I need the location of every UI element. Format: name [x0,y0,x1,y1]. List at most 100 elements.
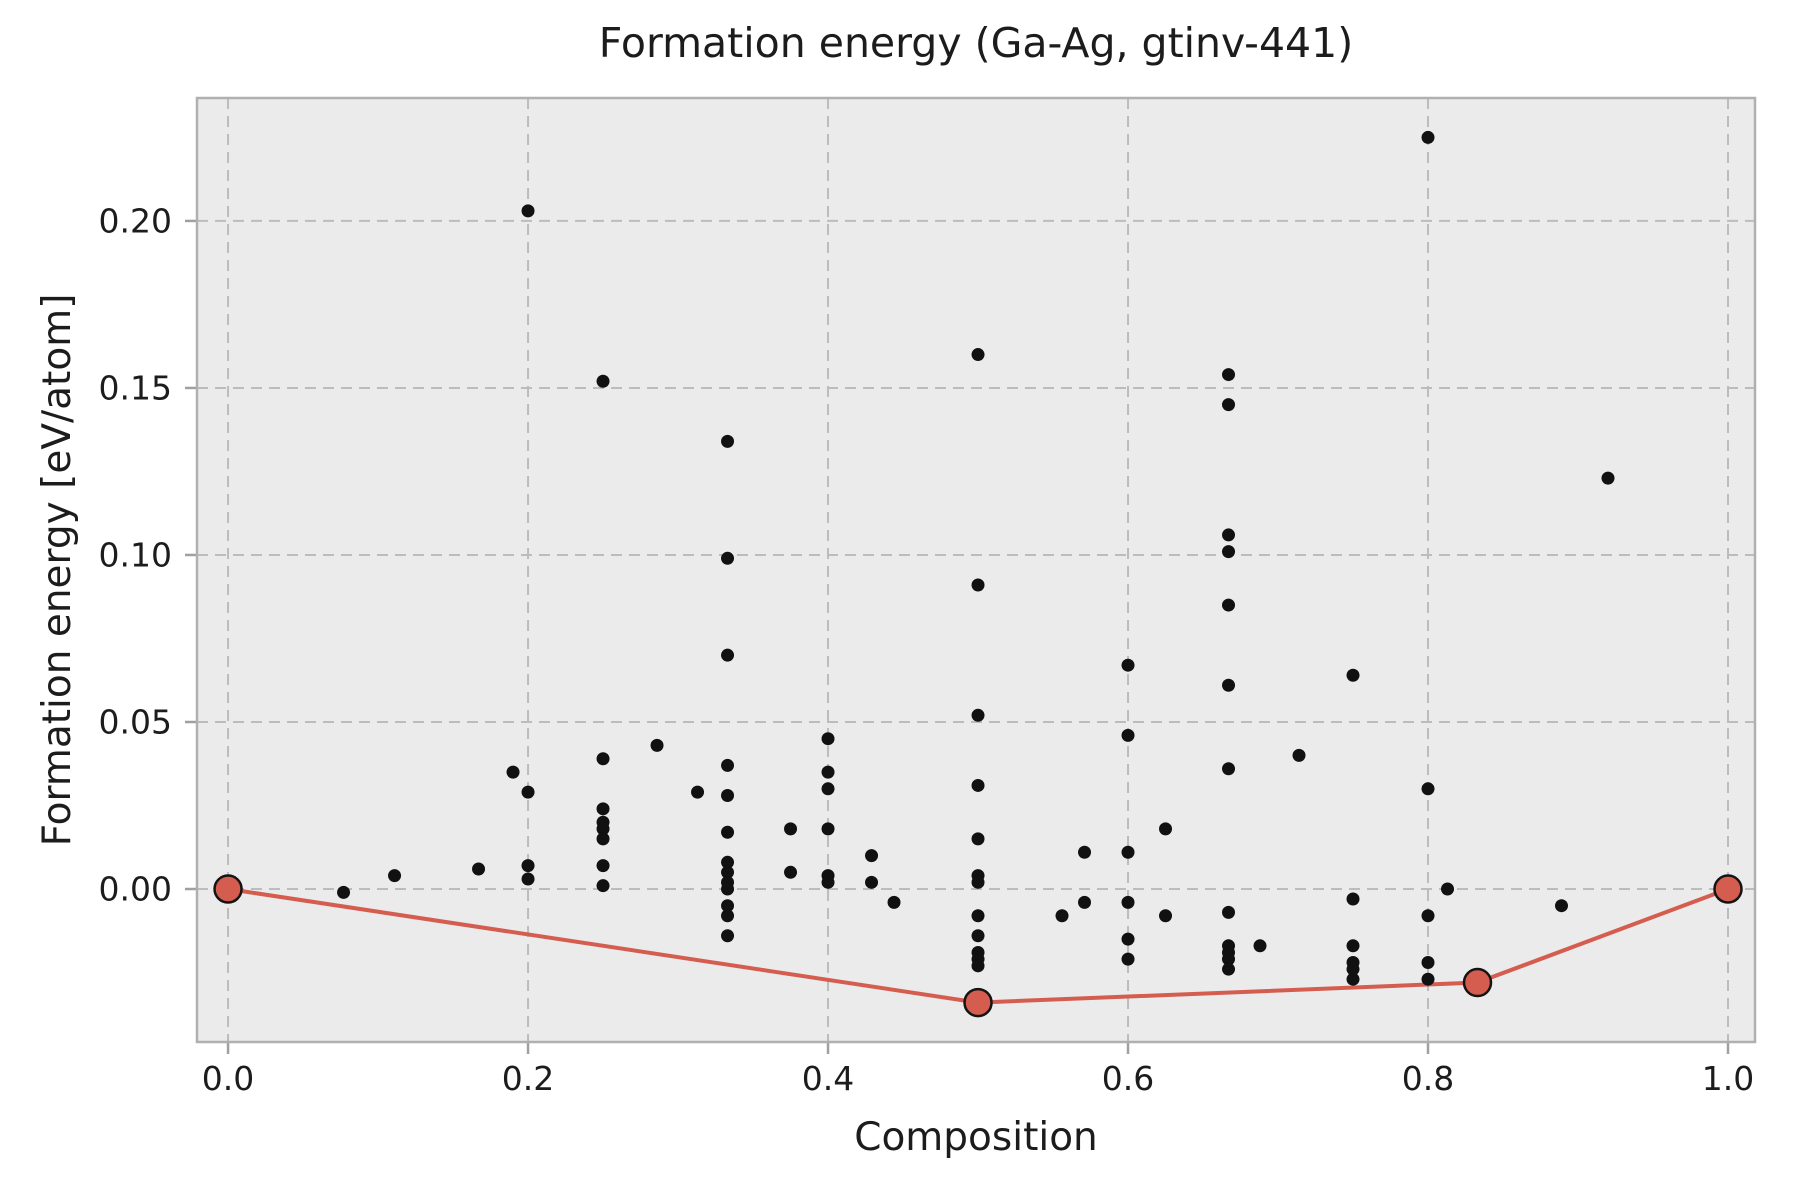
convex-hull-line [227,887,1729,1005]
x-tick-label: 0.8 [1402,1059,1454,1098]
data-point [1222,962,1236,976]
data-point [521,872,535,886]
data-point [596,859,610,873]
data-point [1421,130,1435,144]
data-point [691,785,705,799]
x-tick-label: 0.0 [202,1059,254,1098]
data-point [472,862,486,876]
data-point [1346,962,1360,976]
data-point [1222,368,1236,382]
data-point [521,204,535,218]
data-point [1159,822,1173,836]
data-point [1121,895,1135,909]
hull-vertex-marker [1462,967,1493,998]
data-point [521,859,535,873]
data-point [865,849,879,863]
data-point [596,802,610,816]
data-point [721,865,735,879]
data-point [1346,972,1360,986]
data-point [784,822,798,836]
axis-ticks [185,219,1730,1054]
data-point [596,752,610,766]
data-point [821,765,835,779]
convex-hull-series [213,874,1743,1018]
data-point [1121,658,1135,672]
data-point [1441,882,1455,896]
data-point [784,865,798,879]
data-point [971,909,985,923]
data-point [337,885,351,899]
data-point [971,875,985,889]
hull-vertex-marker [963,987,993,1018]
data-point [1121,932,1135,946]
plot-border [195,96,1757,1044]
y-tick-label: 0.10 [99,535,172,574]
plot-area [197,98,1755,1042]
data-point [1421,909,1435,923]
data-point [865,875,879,889]
data-point [971,959,985,973]
data-point [721,909,735,923]
data-point [971,578,985,592]
data-point [721,929,735,943]
data-point [821,822,835,836]
data-point [1421,782,1435,796]
data-point [721,551,735,565]
x-tick-label: 0.4 [802,1059,854,1098]
data-point [1078,895,1092,909]
data-point [1078,845,1092,859]
data-point [596,879,610,893]
data-point [1222,678,1236,692]
x-axis-label: Composition [854,1115,1098,1160]
data-point [1222,545,1236,559]
data-point [1121,728,1135,742]
data-point [721,855,735,869]
data-point [1292,748,1306,762]
data-point [721,825,735,839]
chart-title: Formation energy (Ga-Ag, gtinv-441) [599,19,1353,67]
data-point [596,374,610,388]
y-axis-label: Formation energy [eV/atom] [35,294,80,847]
data-point [821,782,835,796]
data-point [1253,939,1267,953]
gridlines [197,98,1755,1042]
data-point [1421,955,1435,969]
data-point [1159,909,1173,923]
y-tick-label: 0.20 [99,201,172,240]
data-point [971,832,985,846]
x-tick-label: 1.0 [1702,1059,1754,1098]
data-point [721,648,735,662]
data-point [506,765,520,779]
data-point [1346,892,1360,906]
data-point [1055,909,1069,923]
data-point [1222,952,1236,966]
data-point [971,778,985,792]
data-point [1222,398,1236,412]
data-point [388,869,402,883]
data-point [721,899,735,913]
data-point [1222,905,1236,919]
tick-labels: 0.0 0.2 0.4 0.6 0.8 1.0 0.00 0.05 0.10 0.15 0.20 [99,201,1755,1098]
data-point [1555,899,1569,913]
y-tick-label: 0.15 [99,368,172,407]
data-point [971,708,985,722]
data-point [721,758,735,772]
data-point [1346,939,1360,953]
hull-vertex-marker [1713,874,1743,904]
data-point [650,738,664,752]
data-point [721,788,735,802]
data-point [1121,845,1135,859]
data-point [1421,972,1435,986]
data-point [1222,598,1236,612]
data-point [821,732,835,746]
data-point [971,929,985,943]
data-point [971,348,985,362]
data-point [1601,471,1615,485]
scatter-series [337,130,1615,986]
data-point [721,434,735,448]
data-point [721,882,735,896]
data-point [821,875,835,889]
y-tick-label: 0.00 [99,870,172,909]
